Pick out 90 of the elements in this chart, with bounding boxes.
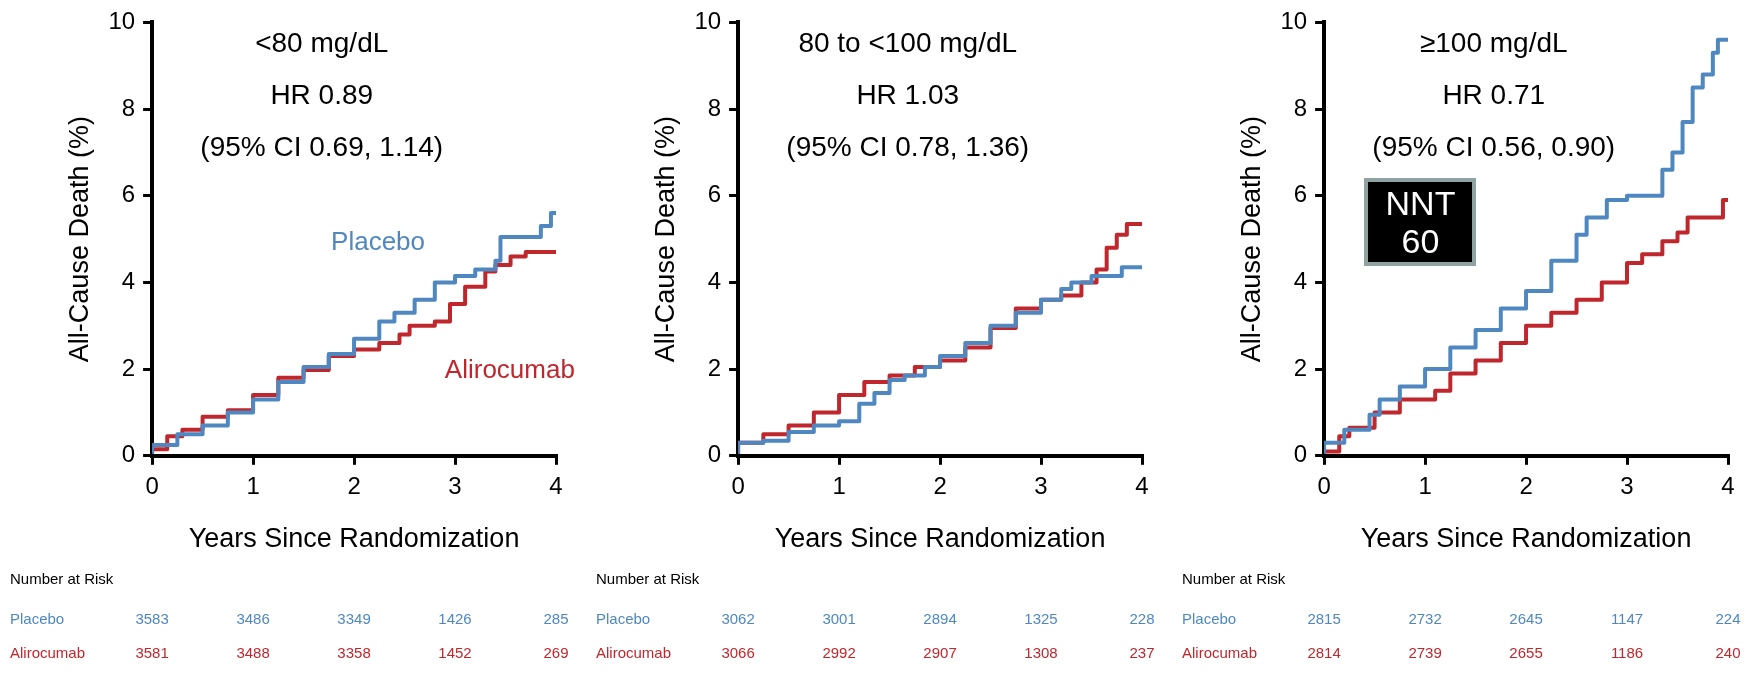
text: 285 xyxy=(543,610,569,627)
text: HR 0.89 xyxy=(270,79,374,111)
text: 237 xyxy=(1129,644,1155,661)
text: Placebo xyxy=(1182,610,1237,627)
x-tick-label: 0 xyxy=(1317,471,1331,499)
text: Placebo xyxy=(596,610,651,627)
text: 2894 xyxy=(923,610,957,627)
text: 1452 xyxy=(438,644,472,661)
chart-title: <80 mg/dL xyxy=(255,27,389,59)
chart-title: 80 to <100 mg/dL xyxy=(798,27,1018,59)
text: HR 0.71 xyxy=(1442,79,1546,111)
text: Alirocumab xyxy=(596,644,672,661)
text: Number at Risk xyxy=(10,570,114,587)
text: 3062 xyxy=(721,610,755,627)
text: 1325 xyxy=(1024,610,1058,627)
text: 2645 xyxy=(1509,610,1543,627)
x-tick-label: 2 xyxy=(1519,471,1533,499)
text: 1308 xyxy=(1024,644,1058,661)
text: 3066 xyxy=(721,644,755,661)
y-tick-label: 2 xyxy=(707,353,722,381)
x-tick-label: 4 xyxy=(1721,471,1735,499)
text: Alirocumab xyxy=(10,644,86,661)
y-axis-title: All-Cause Death (%) xyxy=(63,116,94,363)
annotation: NNT 60 xyxy=(1364,178,1477,267)
text: HR 1.03 xyxy=(856,79,960,111)
text: 2907 xyxy=(923,644,957,661)
text: 3581 xyxy=(135,644,169,661)
y-tick-label: 6 xyxy=(1293,180,1308,208)
x-tick-label: 4 xyxy=(549,471,563,499)
y-tick-label: 4 xyxy=(121,267,136,295)
x-tick-label: 0 xyxy=(731,471,745,499)
y-tick-label: 2 xyxy=(1293,353,1308,381)
y-tick-label: 6 xyxy=(707,180,722,208)
series-label: Alirocumab xyxy=(444,353,575,384)
y-tick-label: 0 xyxy=(707,440,722,468)
annotation: (95% CI 0.56, 0.90) xyxy=(1372,131,1616,163)
text: 1147 xyxy=(1610,610,1644,627)
text: 3583 xyxy=(135,610,169,627)
text: 2814 xyxy=(1307,644,1341,661)
x-tick-label: 1 xyxy=(246,471,260,499)
x-axis-title: Years Since Randomization xyxy=(188,523,520,554)
x-tick-label: 3 xyxy=(1034,471,1048,499)
text: Number at Risk xyxy=(1182,570,1286,587)
text: 240 xyxy=(1715,644,1741,661)
text: 3358 xyxy=(337,644,371,661)
x-tick-label: 1 xyxy=(832,471,846,499)
y-tick-label: 4 xyxy=(1293,267,1308,295)
text: 2739 xyxy=(1408,644,1442,661)
y-tick-label: 10 xyxy=(1280,7,1308,35)
chart-title: ≥100 mg/dL xyxy=(1419,27,1568,59)
annotation: (95% CI 0.78, 1.36) xyxy=(786,131,1030,163)
text: 3001 xyxy=(822,610,856,627)
text: 228 xyxy=(1129,610,1155,627)
y-axis-title: All-Cause Death (%) xyxy=(1235,116,1266,363)
text: 2992 xyxy=(822,644,856,661)
y-tick-label: 4 xyxy=(707,267,722,295)
y-tick-label: 10 xyxy=(108,7,136,35)
x-axis-title: Years Since Randomization xyxy=(774,523,1106,554)
text: Alirocumab xyxy=(1182,644,1258,661)
y-tick-label: 2 xyxy=(121,353,136,381)
x-tick-label: 1 xyxy=(1418,471,1432,499)
y-tick-label: 6 xyxy=(121,180,136,208)
y-tick-label: 8 xyxy=(1293,93,1308,121)
text: 269 xyxy=(543,644,569,661)
text: Placebo xyxy=(10,610,65,627)
x-tick-label: 4 xyxy=(1135,471,1149,499)
x-tick-label: 3 xyxy=(448,471,462,499)
annotation: (95% CI 0.69, 1.14) xyxy=(200,131,444,163)
text: 2655 xyxy=(1509,644,1543,661)
text: Number at Risk xyxy=(596,570,700,587)
y-tick-label: 0 xyxy=(1293,440,1308,468)
text: 1186 xyxy=(1610,644,1644,661)
y-tick-label: 8 xyxy=(121,93,136,121)
text: 3349 xyxy=(337,610,371,627)
x-tick-label: 2 xyxy=(933,471,947,499)
x-axis-title: Years Since Randomization xyxy=(1360,523,1692,554)
x-tick-label: 2 xyxy=(347,471,361,499)
x-tick-label: 0 xyxy=(145,471,159,499)
y-tick-label: 10 xyxy=(694,7,722,35)
y-axis-title: All-Cause Death (%) xyxy=(649,116,680,363)
text: 224 xyxy=(1715,610,1741,627)
text: 3486 xyxy=(236,610,270,627)
y-tick-label: 8 xyxy=(707,93,722,121)
text: 3488 xyxy=(236,644,270,661)
x-tick-label: 3 xyxy=(1620,471,1634,499)
text: 2815 xyxy=(1307,610,1341,627)
y-tick-label: 0 xyxy=(121,440,136,468)
series-label: Placebo xyxy=(331,225,426,256)
text: 1426 xyxy=(438,610,472,627)
text: 2732 xyxy=(1408,610,1442,627)
